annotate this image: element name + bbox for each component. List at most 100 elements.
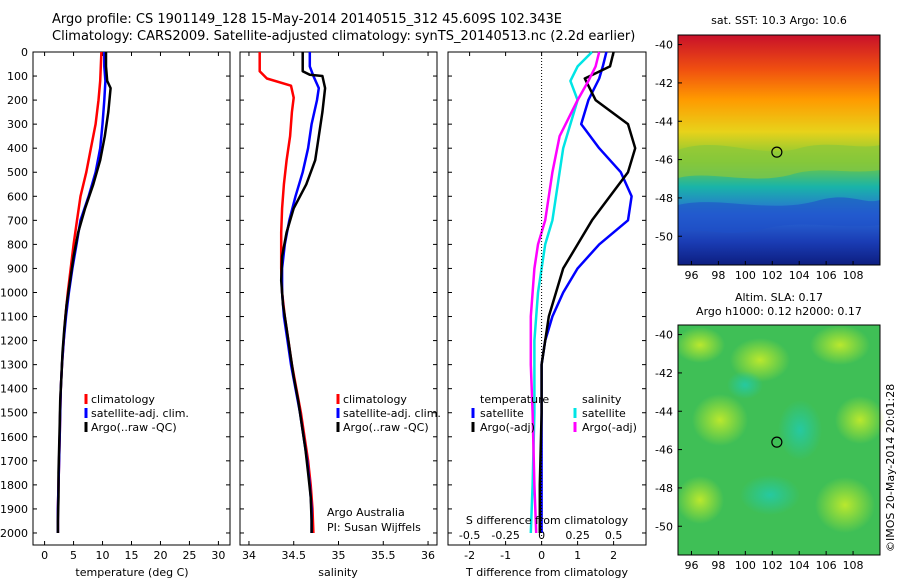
map-y-tick-label: -44 — [655, 115, 673, 128]
depth-tick-label: 2000 — [0, 527, 28, 540]
map-y-tick-label: -46 — [655, 444, 673, 457]
depth-tick-label: 700 — [7, 214, 28, 227]
depth-tick-label: 600 — [7, 190, 28, 203]
x-tick-label: 0 — [538, 549, 545, 562]
imos-credit: ©IMOS 20-May-2014 20:01:28 — [884, 383, 897, 552]
legend-label-climatology: climatology — [343, 393, 407, 406]
map-y-tick-label: -40 — [655, 39, 673, 52]
s-difference-axis-label: S difference from climatology — [466, 514, 629, 527]
depth-tick-label: 1300 — [0, 359, 28, 372]
depth-tick-label: 1900 — [0, 503, 28, 516]
sst-cold-band — [678, 197, 880, 233]
series-line-climatology — [258, 52, 315, 534]
series-line-satellite-adj-clim — [56, 52, 107, 533]
difference-panel-frame — [447, 51, 647, 546]
depth-tick-label: 1100 — [0, 311, 28, 324]
series-line-climatology — [56, 51, 103, 533]
credit-pi: PI: Susan Wijffels — [327, 521, 421, 534]
legend-label-climatology: climatology — [91, 393, 155, 406]
map-x-tick-label: 98 — [711, 269, 725, 282]
series-line-temperature-argo-adj — [538, 51, 637, 533]
depth-tick-label: 500 — [7, 166, 28, 179]
legend-label-satellite: satellite-adj. clim. — [91, 407, 189, 420]
x-tick-label: 0 — [41, 549, 48, 562]
x-tick-label: 25 — [182, 549, 196, 562]
depth-tick-label: 300 — [7, 118, 28, 131]
credit-argo-australia: Argo Australia — [327, 506, 405, 519]
s-diff-tick-label: 0.5 — [605, 529, 623, 542]
depth-tick-label: 1800 — [0, 479, 28, 492]
x-tick-label: 2 — [610, 549, 617, 562]
s-diff-tick-label: 0.25 — [565, 529, 590, 542]
depth-tick-label: 1400 — [0, 383, 28, 396]
legend-label-s-satellite: satellite — [582, 407, 626, 420]
sst-front — [678, 144, 880, 179]
depth-tick-label: 100 — [7, 70, 28, 83]
legend-label-argo: Argo(..raw -QC) — [91, 421, 177, 434]
legend-label-satellite: satellite-adj. clim. — [343, 407, 441, 420]
temperature-panel-frame — [32, 51, 231, 546]
sla-map-title: Altim. SLA: 0.17 — [735, 291, 823, 304]
map-y-tick-label: -46 — [655, 154, 673, 167]
map-y-tick-label: -48 — [655, 482, 673, 495]
temperature-legend: climatology satellite-adj. clim. Argo(..… — [84, 393, 189, 434]
map-x-tick-label: 106 — [816, 559, 837, 572]
legend-title-temperature: temperature — [480, 393, 549, 406]
map-y-tick-label: -44 — [655, 405, 673, 418]
legend-label-s-argo: Argo(-adj) — [582, 421, 637, 434]
x-tick-label: 1 — [574, 549, 581, 562]
climatology-title: Climatology: CARS2009. Satellite-adjuste… — [52, 29, 636, 44]
map-y-tick-label: -42 — [655, 77, 673, 90]
map-x-tick-label: 106 — [816, 269, 837, 282]
map-y-tick-label: -48 — [655, 192, 673, 205]
depth-tick-label: 200 — [7, 94, 28, 107]
map-x-tick-label: 104 — [789, 269, 810, 282]
map-x-tick-label: 104 — [789, 559, 810, 572]
x-tick-label: 35 — [332, 549, 346, 562]
salinity-legend: climatology satellite-adj. clim. Argo(..… — [327, 393, 441, 534]
x-tick-label: 20 — [153, 549, 167, 562]
depth-tick-label: 800 — [7, 238, 28, 251]
legend-label-t-satellite: satellite — [480, 407, 524, 420]
map-y-tick-label: -40 — [655, 329, 673, 342]
depth-tick-label: 400 — [7, 142, 28, 155]
x-tick-label: 5 — [70, 549, 77, 562]
depth-tick-label: 1600 — [0, 431, 28, 444]
depth-tick-label: 900 — [7, 262, 28, 275]
s-diff-tick-label: -0.5 — [459, 529, 480, 542]
series-line-satellite-adj-clim — [280, 52, 321, 533]
sst-map: sat. SST: 10.3 Argo: 10.6 — [677, 14, 881, 266]
map-x-tick-label: 102 — [762, 269, 783, 282]
x-tick-label: 10 — [96, 549, 110, 562]
depth-tick-label: 0 — [21, 46, 28, 59]
map-x-tick-label: 108 — [843, 269, 864, 282]
x-tick-label: -2 — [464, 549, 475, 562]
sla-map: Altim. SLA: 0.17 Argo h1000: 0.12 h2000:… — [675, 291, 885, 556]
series-line-salinity-argo-adj — [529, 51, 601, 534]
depth-tick-label: 1000 — [0, 286, 28, 299]
map-y-tick-label: -50 — [655, 520, 673, 533]
argo-location-marker — [771, 146, 783, 158]
map-y-tick-label: -42 — [655, 367, 673, 380]
salinity-panel-frame — [239, 51, 438, 546]
map-x-tick-label: 100 — [735, 269, 756, 282]
depth-tick-label: 1500 — [0, 407, 28, 420]
x-tick-label: 35.5 — [371, 549, 396, 562]
map-x-tick-label: 102 — [762, 559, 783, 572]
map-x-tick-label: 100 — [735, 559, 756, 572]
series-line-argo-raw-qc — [56, 52, 112, 533]
salinity-axis-label: salinity — [318, 566, 358, 579]
argo-location-marker — [771, 436, 783, 448]
s-diff-tick-label: -0.25 — [491, 529, 519, 542]
profile-title: Argo profile: CS 1901149_128 15-May-2014… — [52, 12, 562, 27]
x-tick-label: 34.5 — [281, 549, 306, 562]
legend-title-salinity: salinity — [582, 393, 622, 406]
depth-tick-label: 1700 — [0, 455, 28, 468]
series-line-salinity-satellite — [529, 51, 593, 534]
sla-map-subtitle: Argo h1000: 0.12 h2000: 0.17 — [696, 305, 862, 318]
depth-tick-label: 1200 — [0, 335, 28, 348]
legend-label-t-argo: Argo(-adj) — [480, 421, 535, 434]
x-tick-label: 15 — [125, 549, 139, 562]
legend-label-argo: Argo(..raw -QC) — [343, 421, 429, 434]
